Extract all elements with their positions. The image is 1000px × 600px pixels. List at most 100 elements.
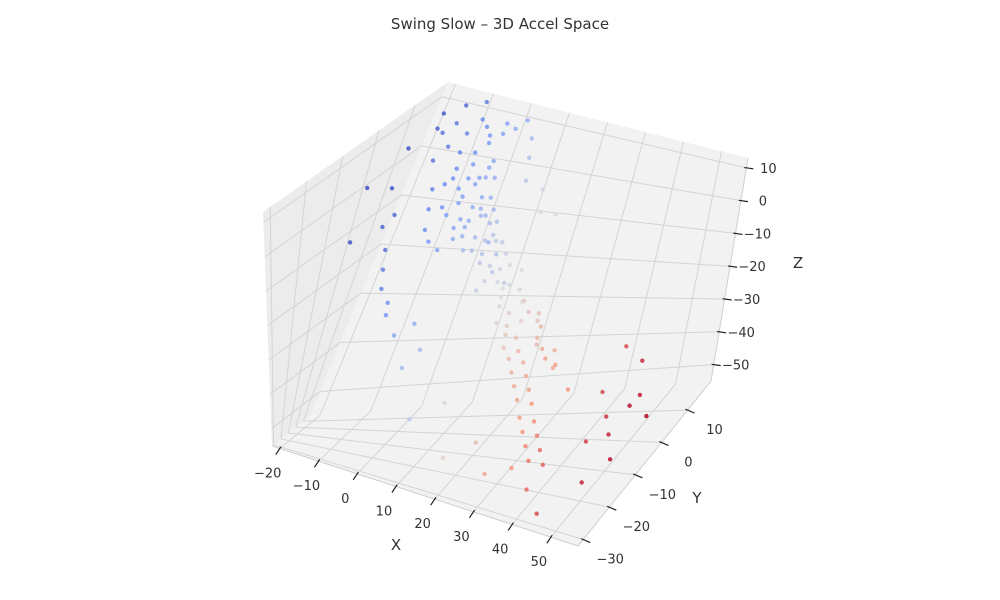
scatter-point [509, 370, 514, 375]
scatter-point [644, 413, 649, 419]
scatter-point [380, 224, 385, 230]
scatter-point [440, 130, 445, 135]
grid-line-z [263, 96, 443, 223]
scatter-point [407, 417, 412, 422]
scatter-point [462, 224, 467, 230]
grid-line-z [269, 341, 341, 395]
scatter-point [469, 248, 474, 253]
z-tick-label: −10 [744, 227, 771, 242]
grid-line-x [471, 112, 570, 402]
scatter-point [487, 221, 492, 226]
tick-mark [468, 509, 476, 519]
scatter-point [483, 175, 488, 180]
scatter-point [607, 457, 613, 462]
tick-mark [685, 408, 695, 414]
scatter-point [538, 324, 544, 329]
scatter-point [513, 335, 519, 340]
scatter-point [507, 282, 512, 287]
scatter-point [503, 332, 508, 338]
tick-mark [711, 363, 721, 367]
grid-line-y [295, 130, 380, 428]
scatter-point [600, 389, 605, 395]
scatter-point [470, 205, 475, 210]
scatter-point [383, 247, 388, 253]
scatter-point [458, 217, 463, 222]
scatter-point [553, 362, 558, 367]
scatter-point [579, 480, 584, 485]
scatter-point [365, 185, 370, 191]
scatter-point [435, 126, 440, 131]
grid-line-x [395, 401, 473, 487]
scatter-point [504, 323, 509, 329]
scatter-point [492, 175, 497, 180]
scatter-point [466, 176, 471, 181]
grid-line-x [356, 405, 423, 475]
scatter-point [491, 158, 496, 164]
scatter-point [526, 458, 531, 463]
axis-lines [271, 157, 749, 547]
scatter-point [473, 182, 478, 187]
tick-mark [546, 535, 553, 544]
scatter-point [487, 133, 493, 138]
grid-line-z [340, 331, 720, 343]
grid-line-z [401, 194, 736, 234]
scatter-point [640, 358, 645, 363]
scatter-point [529, 136, 534, 141]
scatter-point [497, 304, 502, 309]
tick-mark [275, 446, 282, 455]
scatter-point [442, 400, 447, 406]
scatter-point [456, 200, 461, 206]
scatter-point [456, 186, 461, 191]
scatter-point [474, 288, 479, 293]
grid-line-z [380, 243, 731, 267]
scatter-point [399, 365, 404, 371]
grid-line-y [288, 432, 636, 476]
tick-mark [352, 471, 359, 481]
scatter-point [478, 213, 484, 218]
x-axis-line [271, 445, 579, 547]
scatter-point [524, 487, 529, 492]
scatter-point [517, 415, 522, 420]
grid-lines [263, 83, 747, 541]
scatter-point [426, 239, 431, 244]
scatter-point [526, 309, 531, 315]
scatter-point [535, 318, 540, 323]
scatter-point [417, 347, 423, 352]
tick-mark [722, 298, 732, 301]
scatter-point [435, 247, 440, 253]
scatter-point [457, 150, 463, 155]
grid-line-y [295, 426, 662, 443]
scatter-point [450, 236, 456, 242]
scatter-point [412, 321, 417, 326]
scatter-point [444, 213, 449, 218]
tick-mark [391, 484, 398, 493]
scatter-point [484, 99, 489, 105]
grid-line-z [264, 145, 422, 258]
y-tick-label: 10 [706, 423, 723, 438]
scatter-point [483, 238, 488, 243]
scatter-point [534, 511, 539, 516]
grid-line-x [319, 83, 457, 416]
tick-mark [716, 330, 727, 334]
x-tick-label: 20 [414, 517, 431, 532]
scatter-point [482, 279, 487, 284]
scatter-point [451, 225, 456, 231]
scatter-point [534, 433, 540, 438]
scatter-point [406, 146, 411, 151]
scatter-point [486, 140, 492, 146]
scatter-point [583, 439, 589, 444]
scatter-point [442, 182, 447, 187]
grid-line-x [674, 151, 722, 385]
scatter-point [540, 346, 545, 352]
x-tick-label: −10 [293, 479, 320, 494]
z-axis-label: Z [793, 254, 803, 272]
scatter-point [494, 219, 499, 224]
scatter-point [553, 212, 558, 217]
scatter-point [439, 205, 445, 210]
scatter-point [543, 356, 548, 361]
scatter-point [495, 279, 500, 285]
y-tick-label: 0 [684, 455, 692, 470]
z-tick-label: −30 [733, 293, 760, 308]
scatter-point [491, 207, 496, 212]
scatter-point [380, 267, 386, 272]
